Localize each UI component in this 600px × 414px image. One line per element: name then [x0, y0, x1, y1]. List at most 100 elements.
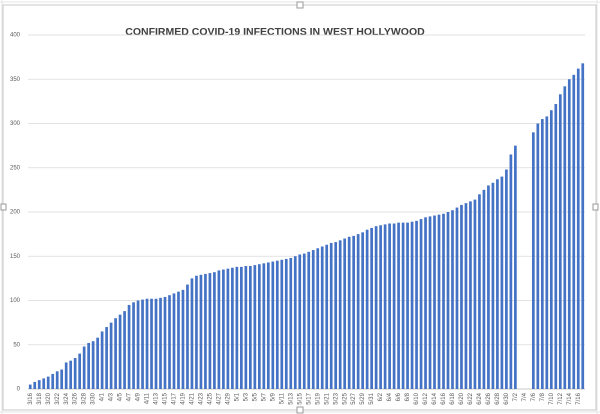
x-tick-label: 3/22: [55, 392, 61, 404]
bar: [361, 232, 364, 389]
x-tick-label: 5/29: [360, 392, 366, 404]
x-tick-label: 4/1: [100, 392, 106, 401]
bar: [401, 222, 405, 389]
bar: [388, 223, 391, 389]
bar: [370, 227, 373, 389]
bar: [549, 110, 553, 389]
bar: [186, 284, 189, 389]
bar: [51, 373, 55, 389]
bar: [428, 216, 432, 389]
bar: [293, 256, 297, 389]
bar: [464, 203, 468, 389]
x-tick-label: 4/13: [154, 392, 160, 404]
x-tick-label: 7/16: [576, 392, 582, 404]
x-tick-label: 4/15: [163, 392, 169, 404]
x-tick-label: 6/10: [414, 392, 420, 404]
bar: [563, 86, 567, 389]
x-tick-label: 4/9: [136, 392, 142, 401]
bar: [109, 322, 113, 389]
bar: [172, 293, 176, 389]
bar: [500, 176, 504, 389]
bar: [168, 295, 171, 389]
bar: [455, 207, 459, 389]
x-tick-label: 4/23: [199, 392, 205, 404]
x-tick-label: 6/8: [405, 392, 411, 401]
bar: [271, 261, 275, 389]
x-tick-label: 7/14: [567, 392, 573, 404]
x-tick-label: 5/1: [234, 392, 240, 401]
x-tick-label: 6/18: [450, 392, 456, 404]
x-tick-label: 6/16: [441, 392, 447, 404]
bar: [96, 337, 99, 389]
bar: [334, 242, 338, 389]
bar: [240, 266, 243, 389]
y-tick-label: 100: [10, 298, 21, 304]
bar: [55, 371, 59, 389]
bar: [249, 265, 252, 389]
bar: [442, 213, 445, 389]
x-tick-label: 4/11: [145, 392, 151, 404]
bar: [132, 302, 135, 389]
x-tick-label: 4/29: [225, 392, 231, 404]
bar: [141, 299, 144, 389]
bar: [392, 223, 396, 389]
x-tick-label: 7/12: [558, 392, 564, 404]
x-tick-label: 5/13: [288, 392, 294, 404]
bar: [415, 220, 418, 389]
bar: [558, 94, 562, 390]
bar: [181, 289, 185, 389]
bar: [365, 229, 369, 389]
x-tick-label: 5/27: [351, 392, 357, 404]
y-tick-label: 400: [10, 33, 21, 39]
bar: [73, 358, 77, 389]
bar: [505, 169, 508, 389]
bar: [262, 263, 266, 389]
bar: [352, 235, 356, 389]
bar: [46, 376, 50, 389]
x-tick-label: 6/24: [477, 392, 483, 404]
bar: [410, 221, 414, 389]
bar: [531, 132, 535, 389]
bar: [478, 194, 481, 389]
bar: [82, 346, 86, 389]
bar: [433, 215, 436, 389]
x-tick-label: 3/20: [46, 392, 52, 404]
bar: [347, 236, 351, 389]
x-tick-label: 4/25: [208, 392, 214, 404]
x-tick-label: 3/24: [64, 392, 70, 404]
x-tick-label: 5/3: [243, 392, 249, 401]
bar: [379, 225, 382, 389]
bar: [208, 273, 212, 389]
bar: [356, 234, 360, 389]
bar: [437, 214, 441, 389]
x-tick-label: 5/17: [306, 392, 312, 404]
y-tick-label: 150: [10, 254, 21, 260]
x-tick-label: 5/5: [252, 392, 258, 401]
bar: [199, 274, 203, 389]
bar: [446, 212, 450, 389]
y-tick-label: 0: [17, 387, 21, 393]
y-tick-label: 350: [10, 77, 21, 83]
bar: [195, 275, 198, 389]
bar: [226, 268, 230, 389]
bar: [159, 297, 162, 389]
x-tick-label: 4/5: [118, 392, 124, 401]
x-tick-label: 4/21: [190, 392, 196, 404]
x-tick-label: 4/19: [181, 392, 187, 404]
x-tick-label: 6/6: [396, 392, 402, 401]
bar: [42, 378, 46, 389]
bar: [91, 341, 95, 389]
bar: [509, 154, 513, 389]
x-tick-label: 6/26: [486, 392, 492, 404]
bar: [419, 219, 423, 389]
bar: [33, 381, 37, 389]
bar: [316, 248, 320, 389]
bar: [424, 217, 427, 389]
bar: [177, 291, 180, 389]
chart-title: CONFIRMED COVID-19 INFECTIONS IN WEST HO…: [125, 26, 425, 38]
handle: [592, 203, 599, 211]
x-tick-label: 6/20: [459, 392, 465, 404]
x-tick-label: 5/25: [342, 392, 348, 404]
x-tick-label: 3/28: [82, 392, 88, 404]
